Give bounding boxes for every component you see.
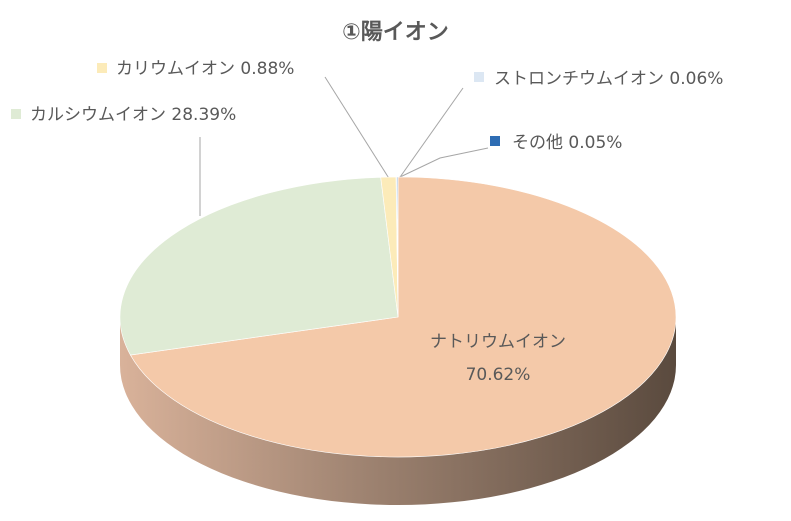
- legend-marker: [398, 341, 408, 351]
- pie-top: [119, 176, 677, 458]
- slice-label: ストロンチウムイオン 0.06%: [494, 69, 723, 89]
- slice-label: ナトリウムイオン: [430, 332, 566, 352]
- pie-side: [120, 317, 676, 505]
- pie-slice: [396, 176, 399, 318]
- legend-marker: [490, 136, 500, 146]
- pie-side-wall: [120, 317, 676, 505]
- legend-marker: [474, 72, 484, 82]
- leader-lines: [199, 76, 489, 216]
- legend-marker: [97, 63, 107, 73]
- slice-value-label: 70.62%: [466, 365, 531, 385]
- pie-labels: ナトリウムイオン 70.62% カルシウムイオン 28.39% カリウムイオン 0.8…: [11, 59, 723, 385]
- leader-line: [397, 87, 464, 181]
- leader-line: [324, 76, 391, 181]
- leader-line: [397, 147, 489, 179]
- slice-label: その他 0.05%: [512, 133, 622, 153]
- slice-label: カルシウムイオン 28.39%: [30, 105, 236, 125]
- slice-label: カリウムイオン 0.88%: [116, 59, 294, 79]
- chart-title: ①陽イオン: [342, 20, 449, 45]
- pie-slice: [129, 176, 677, 458]
- legend-marker: [11, 109, 21, 119]
- pie-slice: [119, 176, 399, 356]
